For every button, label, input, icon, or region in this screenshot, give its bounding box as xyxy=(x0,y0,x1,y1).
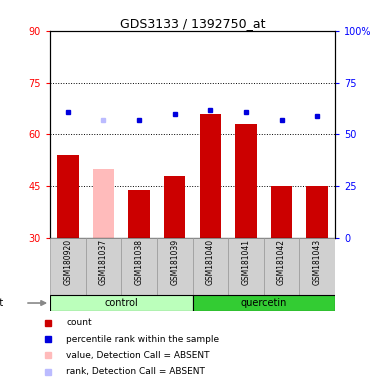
Text: GSM181043: GSM181043 xyxy=(313,239,321,285)
Bar xyxy=(128,190,150,238)
Bar xyxy=(192,238,228,295)
Bar xyxy=(192,295,335,311)
Bar xyxy=(121,238,157,295)
Text: value, Detection Call = ABSENT: value, Detection Call = ABSENT xyxy=(66,351,210,360)
Text: control: control xyxy=(104,298,138,308)
Bar xyxy=(300,238,335,295)
Bar xyxy=(235,124,257,238)
Text: GSM180920: GSM180920 xyxy=(64,239,72,285)
Bar xyxy=(271,186,292,238)
Text: GSM181039: GSM181039 xyxy=(170,239,179,285)
Title: GDS3133 / 1392750_at: GDS3133 / 1392750_at xyxy=(120,17,265,30)
Bar xyxy=(50,238,85,295)
Bar xyxy=(85,238,121,295)
Text: GSM181042: GSM181042 xyxy=(277,239,286,285)
Text: rank, Detection Call = ABSENT: rank, Detection Call = ABSENT xyxy=(66,367,205,376)
Text: agent: agent xyxy=(0,298,4,308)
Text: count: count xyxy=(66,318,92,327)
Text: percentile rank within the sample: percentile rank within the sample xyxy=(66,334,219,344)
Bar xyxy=(228,238,264,295)
Bar xyxy=(50,295,192,311)
Text: quercetin: quercetin xyxy=(241,298,287,308)
Text: GSM181038: GSM181038 xyxy=(135,239,144,285)
Bar xyxy=(93,169,114,238)
Bar xyxy=(264,238,300,295)
Text: GSM181040: GSM181040 xyxy=(206,239,215,285)
Text: GSM181041: GSM181041 xyxy=(241,239,250,285)
Bar xyxy=(306,186,328,238)
Bar xyxy=(199,114,221,238)
Bar xyxy=(164,176,186,238)
Bar xyxy=(157,238,192,295)
Bar xyxy=(57,155,79,238)
Text: GSM181037: GSM181037 xyxy=(99,239,108,285)
